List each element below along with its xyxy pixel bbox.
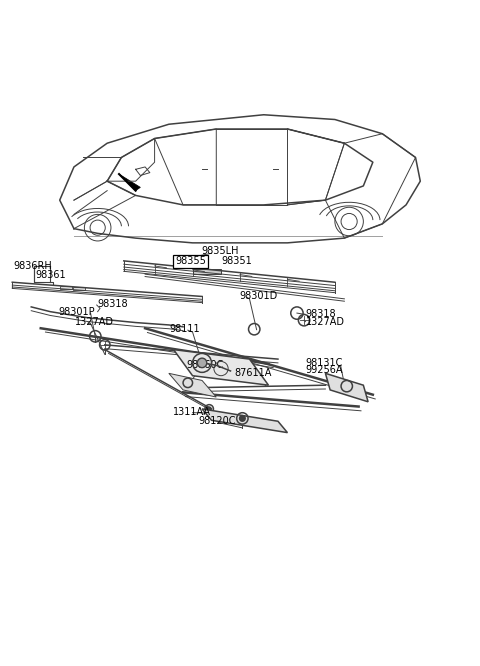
Text: 98351: 98351 — [221, 256, 252, 266]
FancyBboxPatch shape — [60, 286, 72, 289]
Circle shape — [240, 416, 245, 422]
Circle shape — [207, 407, 211, 411]
Text: 98301D: 98301D — [239, 292, 277, 302]
FancyBboxPatch shape — [192, 269, 221, 274]
Text: 98318: 98318 — [97, 298, 128, 308]
Text: 98120C: 98120C — [199, 416, 236, 426]
Text: 98131C: 98131C — [305, 358, 343, 368]
Text: 98361: 98361 — [35, 270, 66, 280]
Text: 98160C: 98160C — [186, 360, 223, 370]
FancyBboxPatch shape — [73, 287, 85, 290]
Text: 98355: 98355 — [175, 256, 206, 266]
Text: 9836RH: 9836RH — [13, 261, 52, 271]
Polygon shape — [169, 374, 216, 397]
Text: 1327AD: 1327AD — [75, 316, 114, 326]
Polygon shape — [119, 174, 140, 190]
Text: 1327AD: 1327AD — [305, 316, 345, 326]
Polygon shape — [202, 409, 288, 433]
Text: 98318: 98318 — [305, 309, 336, 319]
Text: 9835LH: 9835LH — [201, 246, 239, 256]
Text: 98301P: 98301P — [59, 307, 96, 317]
Circle shape — [197, 358, 207, 368]
Polygon shape — [325, 374, 368, 402]
Text: 99256A: 99256A — [305, 365, 343, 375]
Text: 87611A: 87611A — [234, 368, 272, 378]
Text: 1311AA: 1311AA — [173, 407, 211, 417]
Polygon shape — [174, 350, 268, 385]
Text: 98111: 98111 — [170, 324, 201, 334]
